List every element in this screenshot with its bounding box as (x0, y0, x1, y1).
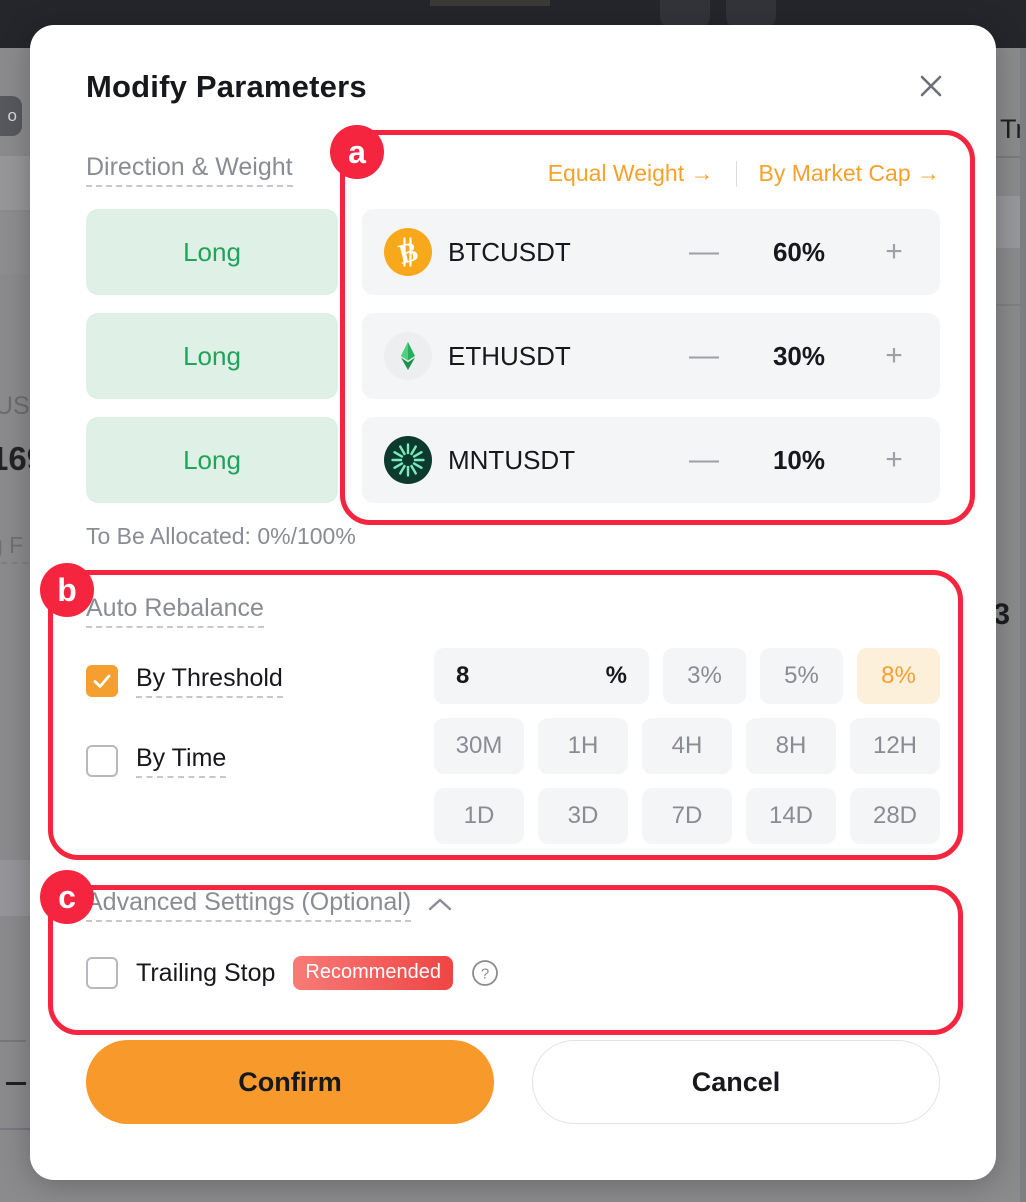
threshold-row: 8 % 3% 5% 8% (434, 648, 940, 704)
by-threshold-checkbox[interactable] (86, 665, 118, 697)
advanced-settings-section: Advanced Settings (Optional) Trailing St… (30, 888, 996, 990)
time-preset-3d[interactable]: 3D (538, 788, 628, 844)
direction-button-btc[interactable]: Long (86, 209, 338, 295)
time-preset-12h[interactable]: 12H (850, 718, 940, 774)
time-preset-7d[interactable]: 7D (642, 788, 732, 844)
auto-rebalance-label: Auto Rebalance (86, 594, 264, 628)
direction-weight-header: Direction & Weight Equal Weight → By Mar… (86, 151, 940, 187)
svg-text:?: ? (481, 966, 489, 983)
increment-weight-mnt[interactable]: + (885, 443, 903, 476)
time-preset-30m[interactable]: 30M (434, 718, 524, 774)
auto-rebalance-options: By Threshold By Time (86, 648, 406, 844)
weight-row-btc: B BTCUSDT — 60% + (362, 209, 940, 295)
background-divider (986, 156, 1026, 158)
ethereum-icon (384, 332, 432, 380)
time-preset-1h[interactable]: 1H (538, 718, 628, 774)
background-band (0, 212, 34, 274)
close-icon[interactable] (914, 69, 948, 103)
decrement-weight-btc[interactable]: — (689, 235, 719, 268)
cancel-button[interactable]: Cancel (532, 1040, 940, 1124)
weight-quick-actions: Equal Weight → By Market Cap → (548, 160, 940, 187)
coin-symbol-mnt: MNTUSDT (448, 444, 576, 475)
by-market-cap-link[interactable]: By Market Cap → (758, 160, 941, 186)
time-preset-1d[interactable]: 1D (434, 788, 524, 844)
bitcoin-icon: B (384, 228, 432, 276)
time-preset-4h[interactable]: 4H (642, 718, 732, 774)
background-band (0, 860, 34, 916)
dialog-footer: Confirm Cancel (86, 1040, 940, 1124)
background-divider (986, 304, 1026, 306)
increment-weight-btc[interactable]: + (885, 235, 903, 268)
background-band (0, 156, 34, 210)
threshold-input-unit: % (605, 662, 627, 689)
chevron-up-icon[interactable] (427, 897, 453, 913)
background-right-number: 3 (993, 598, 1010, 631)
increment-weight-eth[interactable]: + (885, 339, 903, 372)
confirm-button[interactable]: Confirm (86, 1040, 494, 1124)
advanced-settings-label: Advanced Settings (Optional) (86, 888, 412, 922)
auto-rebalance-grid: By Threshold By Time 8 % 3% 5% 8% (86, 648, 940, 844)
time-preset-8h[interactable]: 8H (746, 718, 836, 774)
background-topbar-accent (430, 0, 550, 6)
equal-weight-link[interactable]: Equal Weight → (547, 160, 714, 186)
coin-symbol-btc: BTCUSDT (448, 236, 571, 267)
direction-weight-body: Long Long Long B BTCUSDT — 6 (86, 209, 940, 503)
background-divider (0, 1040, 26, 1042)
decrement-weight-mnt[interactable]: — (689, 443, 719, 476)
background-right-edge (1020, 48, 1026, 1202)
time-preset-row-1: 30M 1H 4H 8H 12H (434, 718, 940, 774)
trailing-stop-row[interactable]: Trailing Stop Recommended ? (86, 956, 940, 990)
page-title: Modify Parameters (86, 69, 367, 104)
direction-button-mnt[interactable]: Long (86, 417, 338, 503)
weight-row-mnt: MNTUSDT — 10% + (362, 417, 940, 503)
background-divider (0, 562, 50, 564)
trailing-stop-label: Trailing Stop (136, 958, 276, 987)
background-left-chip: o (0, 96, 22, 136)
threshold-preset-8[interactable]: 8% (856, 648, 940, 704)
background-fee-fragment: g F (0, 532, 24, 558)
by-time-label: By Time (136, 744, 227, 778)
weight-column: B BTCUSDT — 60% + (362, 209, 940, 503)
auto-rebalance-section: Auto Rebalance By Threshold By Time (30, 594, 996, 844)
weight-row-eth: ETHUSDT — 30% + (362, 313, 940, 399)
by-threshold-label: By Threshold (136, 664, 283, 698)
time-preset-28d[interactable]: 28D (850, 788, 940, 844)
by-time-checkbox[interactable] (86, 745, 118, 777)
trailing-stop-checkbox[interactable] (86, 957, 118, 989)
background-divider (0, 1128, 30, 1130)
advanced-settings-header[interactable]: Advanced Settings (Optional) (86, 888, 940, 922)
threshold-preset-5[interactable]: 5% (759, 648, 843, 704)
coin-symbol-eth: ETHUSDT (448, 340, 571, 371)
modify-parameters-dialog: Modify Parameters Direction & Weight Equ… (30, 25, 996, 1180)
time-preset-row-2: 1D 3D 7D 14D 28D (434, 788, 940, 844)
threshold-input[interactable]: 8 % (434, 648, 649, 704)
threshold-preset-3[interactable]: 3% (662, 648, 746, 704)
allocation-status: To Be Allocated: 0%/100% (86, 523, 356, 549)
decrement-weight-eth[interactable]: — (689, 339, 719, 372)
threshold-input-value: 8 (456, 662, 470, 689)
rebalance-presets: 8 % 3% 5% 8% 30M 1H 4H 8H 12H 1D 3D (434, 648, 940, 844)
weight-value-mnt[interactable]: 10% (772, 444, 826, 475)
direction-button-eth[interactable]: Long (86, 313, 338, 399)
quick-action-separator (735, 160, 737, 187)
recommended-badge: Recommended (293, 956, 454, 990)
dialog-header: Modify Parameters (30, 25, 996, 105)
question-mark-icon[interactable]: ? (471, 959, 499, 987)
weight-value-btc[interactable]: 60% (772, 236, 826, 267)
by-threshold-row[interactable]: By Threshold (86, 664, 406, 698)
direction-weight-label: Direction & Weight (86, 153, 293, 187)
mantle-icon (384, 436, 432, 484)
time-preset-14d[interactable]: 14D (746, 788, 836, 844)
background-dash (6, 1082, 26, 1085)
by-time-row[interactable]: By Time (86, 744, 406, 778)
direction-column: Long Long Long (86, 209, 338, 503)
direction-weight-section: Direction & Weight Equal Weight → By Mar… (30, 151, 996, 503)
weight-value-eth[interactable]: 30% (772, 340, 826, 371)
